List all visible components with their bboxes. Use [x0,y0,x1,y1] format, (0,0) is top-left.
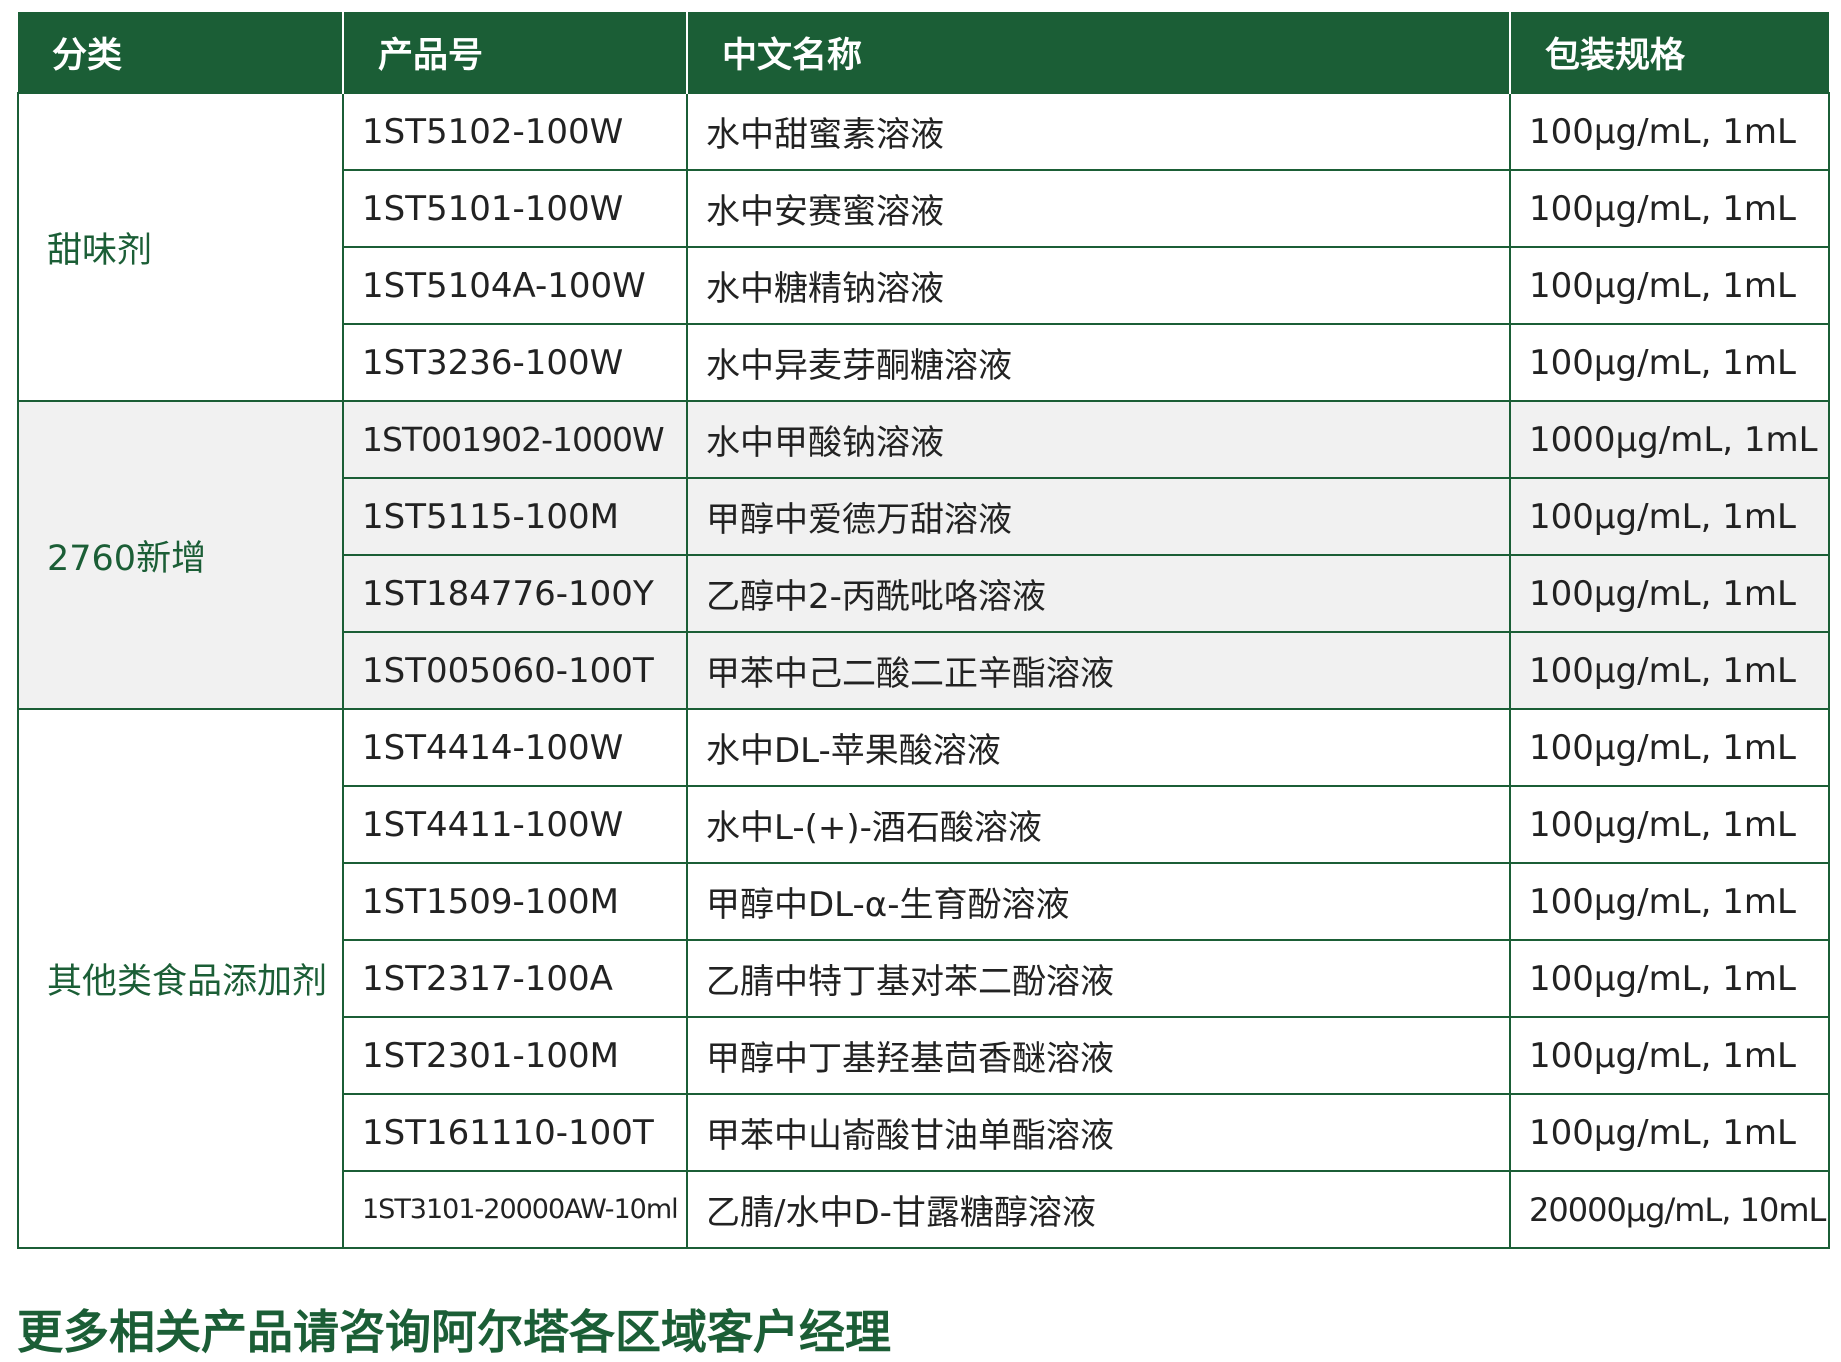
table-cell: 甲苯中己二酸二正辛酯溶液 [686,631,1511,710]
table-cell: 水中甲酸钠溶液 [686,400,1511,479]
table-cell: 甲苯中山嵛酸甘油单酯溶液 [686,1093,1511,1172]
table-cell: 1ST3236-100W [342,323,688,402]
table-cell: 甲醇中爱德万甜溶液 [686,477,1511,556]
table-cell: 1ST2317-100A [342,939,688,1018]
table-cell: 1ST5102-100W [342,92,688,171]
table-cell: 甲醇中丁基羟基茴香醚溶液 [686,1016,1511,1095]
table-row: 1ST005060-100T 甲苯中己二酸二正辛酯溶液 100μg/mL, 1mL [18,631,1830,710]
table-cell: 乙醇中2-丙酰吡咯溶液 [686,554,1511,633]
table-cell: 100μg/mL, 1mL [1509,708,1830,787]
table-cell: 100μg/mL, 1mL [1509,939,1830,1018]
table-row: 1ST3101-20000AW-10ml 乙腈/水中D-甘露糖醇溶液 20000μg… [18,1170,1830,1249]
header-cell: 产品号 [342,12,687,93]
table-cell: 100μg/mL, 1mL [1509,246,1830,325]
table-cell: 水中糖精钠溶液 [686,246,1511,325]
table-row: 1ST5101-100W 水中安赛蜜溶液 100μg/mL, 1mL [18,169,1830,248]
header-row: 分类 产品号 中文名称 包装规格 [18,12,1829,93]
table-cell: 1ST001902-1000W [342,400,688,479]
table-cell: 水中安赛蜜溶液 [686,169,1511,248]
table-cell: 1ST5104A-100W [342,246,688,325]
table-cell: 1ST005060-100T [342,631,688,710]
table-cell: 1ST5115-100M [342,477,688,556]
table-row: 1ST2301-100M 甲醇中丁基羟基茴香醚溶液 100μg/mL, 1mL [18,1016,1830,1095]
table-row: 1ST184776-100Y 乙醇中2-丙酰吡咯溶液 100μg/mL, 1mL [18,554,1830,633]
table-row: 1ST4411-100W 水中L-(+)-酒石酸溶液 100μg/mL, 1mL [18,785,1830,864]
footer-note: 更多相关产品请咨询阿尔塔各区域客户经理 [17,1305,891,1359]
table-cell: 100μg/mL, 1mL [1509,477,1830,556]
table-row: 其他类食品添加剂 1ST4414-100W 水中DL-苹果酸溶液 100μg/mL, … [17,708,1830,1249]
header-cell: 包装规格 [1509,12,1829,93]
table-cell: 1ST184776-100Y [342,554,688,633]
table-row: 1ST5104A-100W 水中糖精钠溶液 100μg/mL, 1mL [18,246,1830,325]
table-cell: 1000μg/mL, 1mL [1509,400,1830,479]
header-cell: 分类 [18,12,343,93]
table-row: 1ST2317-100A 乙腈中特丁基对苯二酚溶液 100μg/mL, 1mL [18,939,1830,1018]
table-cell: 100μg/mL, 1mL [1509,169,1830,248]
table-cell: 乙腈中特丁基对苯二酚溶液 [686,939,1511,1018]
table-row: 1ST161110-100T 甲苯中山嵛酸甘油单酯溶液 100μg/mL, 1mL [18,1093,1830,1172]
category-cell: 其他类食品添加剂 [17,708,344,1249]
table-cell: 100μg/mL, 1mL [1509,1093,1830,1172]
table-cell: 1ST5101-100W [342,169,688,248]
table-cell: 乙腈/水中D-甘露糖醇溶液 [686,1170,1511,1249]
table-row: 1ST5115-100M 甲醇中爱德万甜溶液 100μg/mL, 1mL [18,477,1830,556]
table-cell: 水中L-(+)-酒石酸溶液 [686,785,1511,864]
table-cell: 1ST3101-20000AW-10ml [342,1170,688,1249]
category-cell: 2760新增 [17,400,344,710]
table-cell: 100μg/mL, 1mL [1509,323,1830,402]
table-cell: 100μg/mL, 1mL [1509,862,1830,941]
table-cell: 水中DL-苹果酸溶液 [686,708,1511,787]
category-cell: 甜味剂 [17,92,344,402]
table-cell: 100μg/mL, 1mL [1509,631,1830,710]
table-cell: 水中甜蜜素溶液 [686,92,1511,171]
table-cell: 1ST4411-100W [342,785,688,864]
table-row: 2760新增 1ST001902-1000W 水中甲酸钠溶液 1000μg/mL, 1… [17,400,1830,710]
table-row: 甜味剂 1ST5102-100W 水中甜蜜素溶液 100μg/mL, 1mL [17,92,1830,402]
table-row: 1ST1509-100M 甲醇中DL-α-生育酚溶液 100μg/mL, 1mL [18,862,1830,941]
table-cell: 100μg/mL, 1mL [1509,1016,1830,1095]
header-cell: 中文名称 [686,12,1510,93]
table-cell: 100μg/mL, 1mL [1509,92,1830,171]
table-cell: 甲醇中DL-α-生育酚溶液 [686,862,1511,941]
table-cell: 1ST1509-100M [342,862,688,941]
table-cell: 1ST161110-100T [342,1093,688,1172]
table-cell: 水中异麦芽酮糖溶液 [686,323,1511,402]
product-table: 分类 产品号 中文名称 包装规格 甜味剂 1ST5102-100W 水中甜蜜素溶液 100μ… [17,12,1830,1249]
table-cell: 1ST4414-100W [342,708,688,787]
table-cell: 100μg/mL, 1mL [1509,785,1830,864]
table-cell: 20000μg/mL, 10mL [1509,1170,1830,1249]
table-row: 1ST3236-100W 水中异麦芽酮糖溶液 100μg/mL, 1mL [18,323,1830,402]
table-cell: 100μg/mL, 1mL [1509,554,1830,633]
table-cell: 1ST2301-100M [342,1016,688,1095]
